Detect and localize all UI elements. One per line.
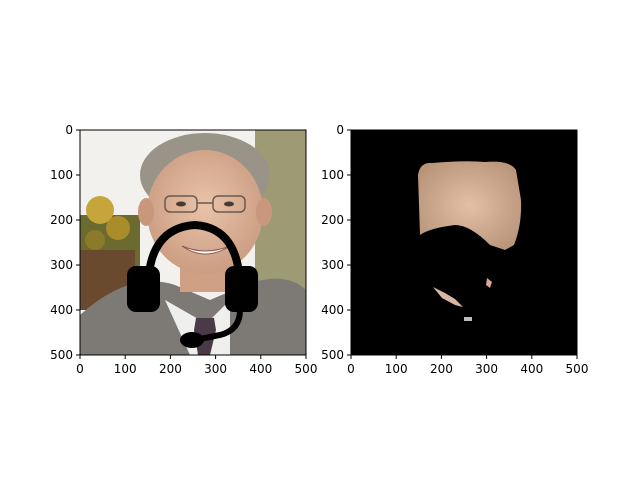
- left-x-ticks: 0 100 200 300 400 500: [76, 355, 317, 376]
- left-x-tick-label: 0: [76, 362, 84, 376]
- left-y-tick-label: 0: [65, 123, 73, 137]
- left-x-tick-label: 200: [159, 362, 182, 376]
- right-y-tick-label: 0: [336, 123, 344, 137]
- right-x-tick-label: 0: [347, 362, 355, 376]
- right-x-ticks: 0 100 200 300 400 500: [347, 355, 588, 376]
- left-image-panel: 0 100 200 300 400 500 0 100 200 300 400 500: [50, 123, 317, 376]
- left-y-tick-label: 400: [50, 303, 73, 317]
- right-x-tick-label: 200: [430, 362, 453, 376]
- right-y-tick-label: 100: [321, 168, 344, 182]
- left-axes-frame: [79, 129, 307, 356]
- right-axes-frame: [350, 129, 578, 356]
- left-x-tick-label: 400: [249, 362, 272, 376]
- right-x-tick-label: 500: [566, 362, 589, 376]
- left-x-tick-label: 500: [295, 362, 318, 376]
- left-x-tick-label: 100: [114, 362, 137, 376]
- right-x-tick-label: 400: [520, 362, 543, 376]
- right-y-tick-label: 500: [321, 348, 344, 362]
- right-x-tick-label: 300: [475, 362, 498, 376]
- left-y-tick-label: 500: [50, 348, 73, 362]
- headset-overlay: [127, 220, 258, 348]
- right-image-panel: 0 100 200 300 400 500 0 100 200 300 400 500: [321, 123, 588, 376]
- left-x-tick-label: 300: [204, 362, 227, 376]
- left-y-tick-label: 200: [50, 213, 73, 227]
- left-y-tick-label: 300: [50, 258, 73, 272]
- right-x-tick-label: 100: [385, 362, 408, 376]
- right-y-tick-label: 300: [321, 258, 344, 272]
- left-y-tick-label: 100: [50, 168, 73, 182]
- right-y-ticks: 0 100 200 300 400 500: [321, 123, 351, 362]
- right-y-tick-label: 200: [321, 213, 344, 227]
- left-y-ticks: 0 100 200 300 400 500: [50, 123, 80, 362]
- right-y-tick-label: 400: [321, 303, 344, 317]
